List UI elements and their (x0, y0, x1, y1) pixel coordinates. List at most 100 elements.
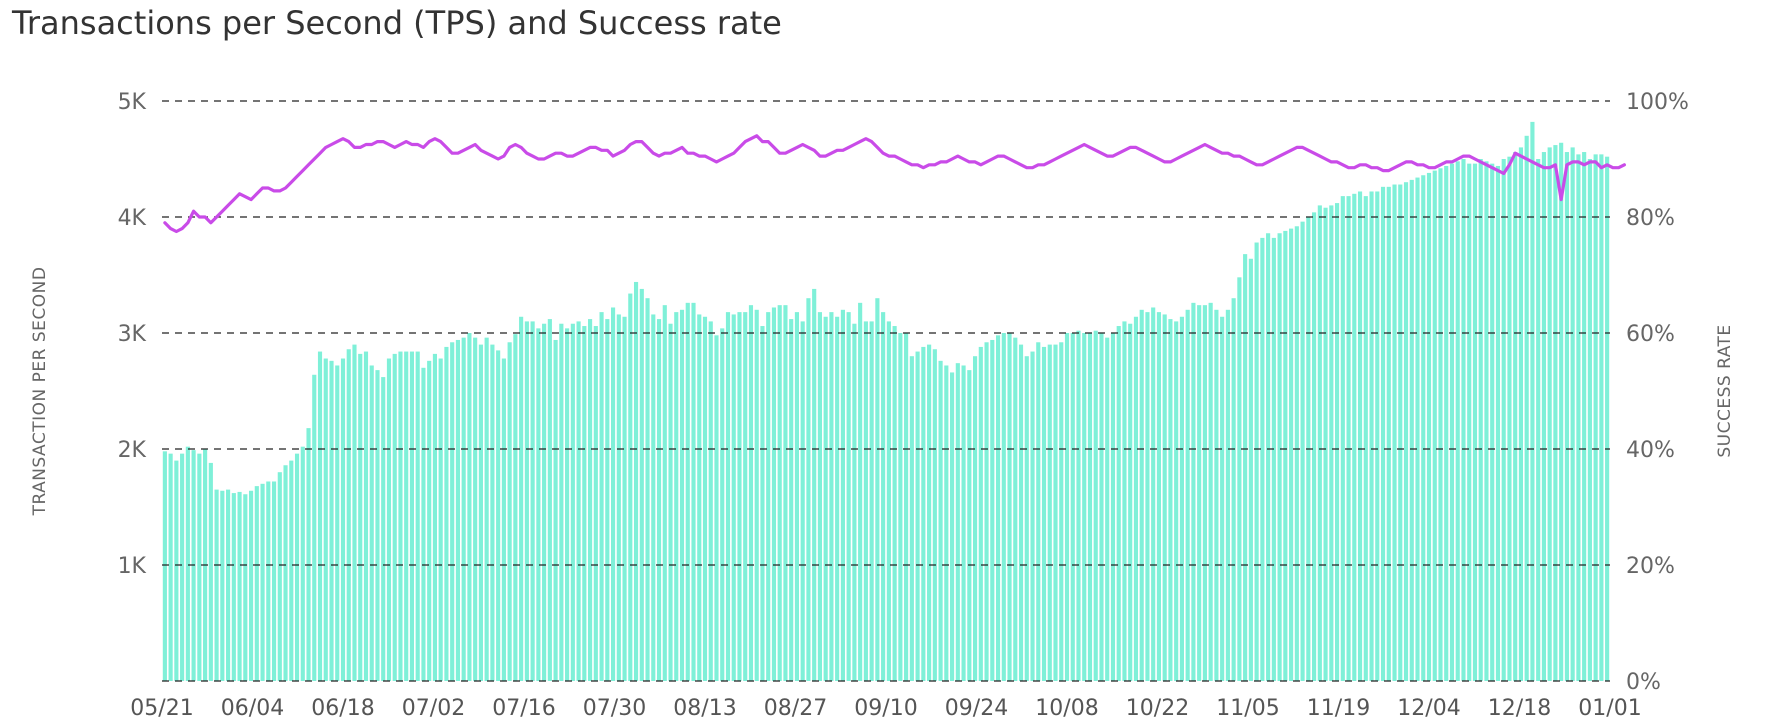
tps-bar (565, 328, 570, 681)
tps-bar (1421, 175, 1426, 682)
tps-bar (835, 316, 840, 681)
tps-bar (243, 494, 248, 681)
tps-bar (220, 490, 225, 681)
tps-bar (829, 312, 834, 681)
tps-bar (444, 346, 449, 681)
tps-bar (519, 316, 524, 681)
y-tick-label: 5K (118, 90, 147, 115)
tps-bar (340, 358, 346, 681)
tps-bar (231, 493, 236, 681)
tps-bar (312, 374, 317, 681)
tps-bar (1409, 179, 1414, 681)
tps-bar (840, 309, 845, 681)
tps-bar (162, 451, 167, 681)
tps-bar (748, 305, 754, 681)
tps-bar (1271, 237, 1276, 681)
tps-bar (1082, 333, 1087, 681)
tps-bar (1289, 228, 1294, 681)
tps-bar (783, 305, 788, 681)
tps-bar (731, 314, 736, 681)
tps-bar (1185, 309, 1190, 681)
tps-bar (289, 460, 294, 681)
tps-bar (1398, 184, 1403, 681)
y-tick-label: 4K (118, 206, 147, 231)
tps-bar (955, 363, 960, 681)
tps-bar (938, 360, 943, 681)
tps-bar (1518, 147, 1524, 681)
tps-bar (691, 302, 696, 681)
tps-bar (542, 323, 547, 681)
tps-bar (1283, 230, 1288, 682)
tps-bar (1243, 254, 1248, 681)
tps-bar (633, 281, 639, 681)
y2-tick-label: 40% (1626, 438, 1675, 463)
tps-bar (622, 316, 627, 681)
tps-bar (1202, 305, 1207, 681)
tps-bar (794, 312, 800, 681)
x-tick-label: 11/05 (1216, 696, 1279, 720)
tps-bar (582, 326, 587, 681)
tps-bar (904, 333, 909, 681)
tps-bar (679, 309, 685, 681)
tps-bar (1030, 351, 1035, 681)
tps-bar (1403, 182, 1409, 681)
tps-bar (1225, 309, 1230, 681)
x-tick-label: 09/24 (945, 696, 1008, 720)
y2-tick-label: 0% (1626, 670, 1661, 695)
tps-bar (1380, 186, 1386, 681)
tps-bar (1501, 159, 1506, 681)
tps-bar (1357, 191, 1363, 682)
tps-bar (628, 293, 633, 681)
tps-bar (484, 337, 489, 681)
tps-bar (1041, 346, 1047, 681)
tps-bar (1392, 184, 1397, 681)
tps-bar (1179, 316, 1184, 681)
tps-bar (886, 321, 891, 681)
tps-bar (1352, 193, 1357, 682)
tps-bar (1001, 333, 1006, 681)
tps-bar (605, 319, 610, 681)
tps-bar (1495, 165, 1501, 681)
tps-bar (1110, 333, 1116, 681)
tps-bar (1605, 156, 1610, 681)
tps-bar (507, 342, 512, 681)
tps-bar (588, 319, 593, 681)
tps-bar (1087, 333, 1093, 681)
tps-bar (898, 333, 903, 681)
tps-bar (1300, 221, 1305, 681)
tps-bar (226, 489, 231, 681)
tps-bar (1139, 309, 1144, 681)
tps-bar (1036, 342, 1041, 681)
tps-bar (1541, 152, 1546, 682)
tps-bar (1248, 258, 1253, 681)
tps-bar (743, 312, 748, 681)
tps-bar (461, 337, 466, 681)
tps-bar (455, 339, 460, 681)
tps-bar (450, 342, 455, 681)
tps-bar (967, 370, 972, 681)
tps-bar (800, 321, 805, 681)
tps-bar (869, 321, 874, 681)
tps-bar (1133, 316, 1139, 681)
tps-bar (277, 472, 282, 681)
y-axis-title: TRANSACTION PER SECOND (30, 267, 50, 517)
tps-bar (306, 428, 311, 681)
tps-bar (1156, 312, 1162, 681)
tps-bar (766, 312, 771, 681)
tps-bar (524, 321, 529, 681)
x-tick-label: 01/01 (1578, 696, 1641, 720)
tps-bar (375, 370, 380, 681)
tps-bar (972, 356, 978, 681)
x-tick-label: 08/27 (764, 696, 827, 720)
tps-bar (432, 353, 438, 681)
tps-bar (656, 319, 662, 681)
tps-bar (490, 344, 495, 681)
tps-bar (1277, 233, 1282, 682)
tps-bar (1266, 233, 1271, 682)
tps-bar (892, 326, 897, 681)
tps-bar (358, 353, 363, 681)
tps-bar (846, 312, 851, 681)
x-tick-label: 06/04 (221, 696, 284, 720)
tps-bar (662, 305, 667, 681)
tps-bar (1145, 312, 1150, 681)
